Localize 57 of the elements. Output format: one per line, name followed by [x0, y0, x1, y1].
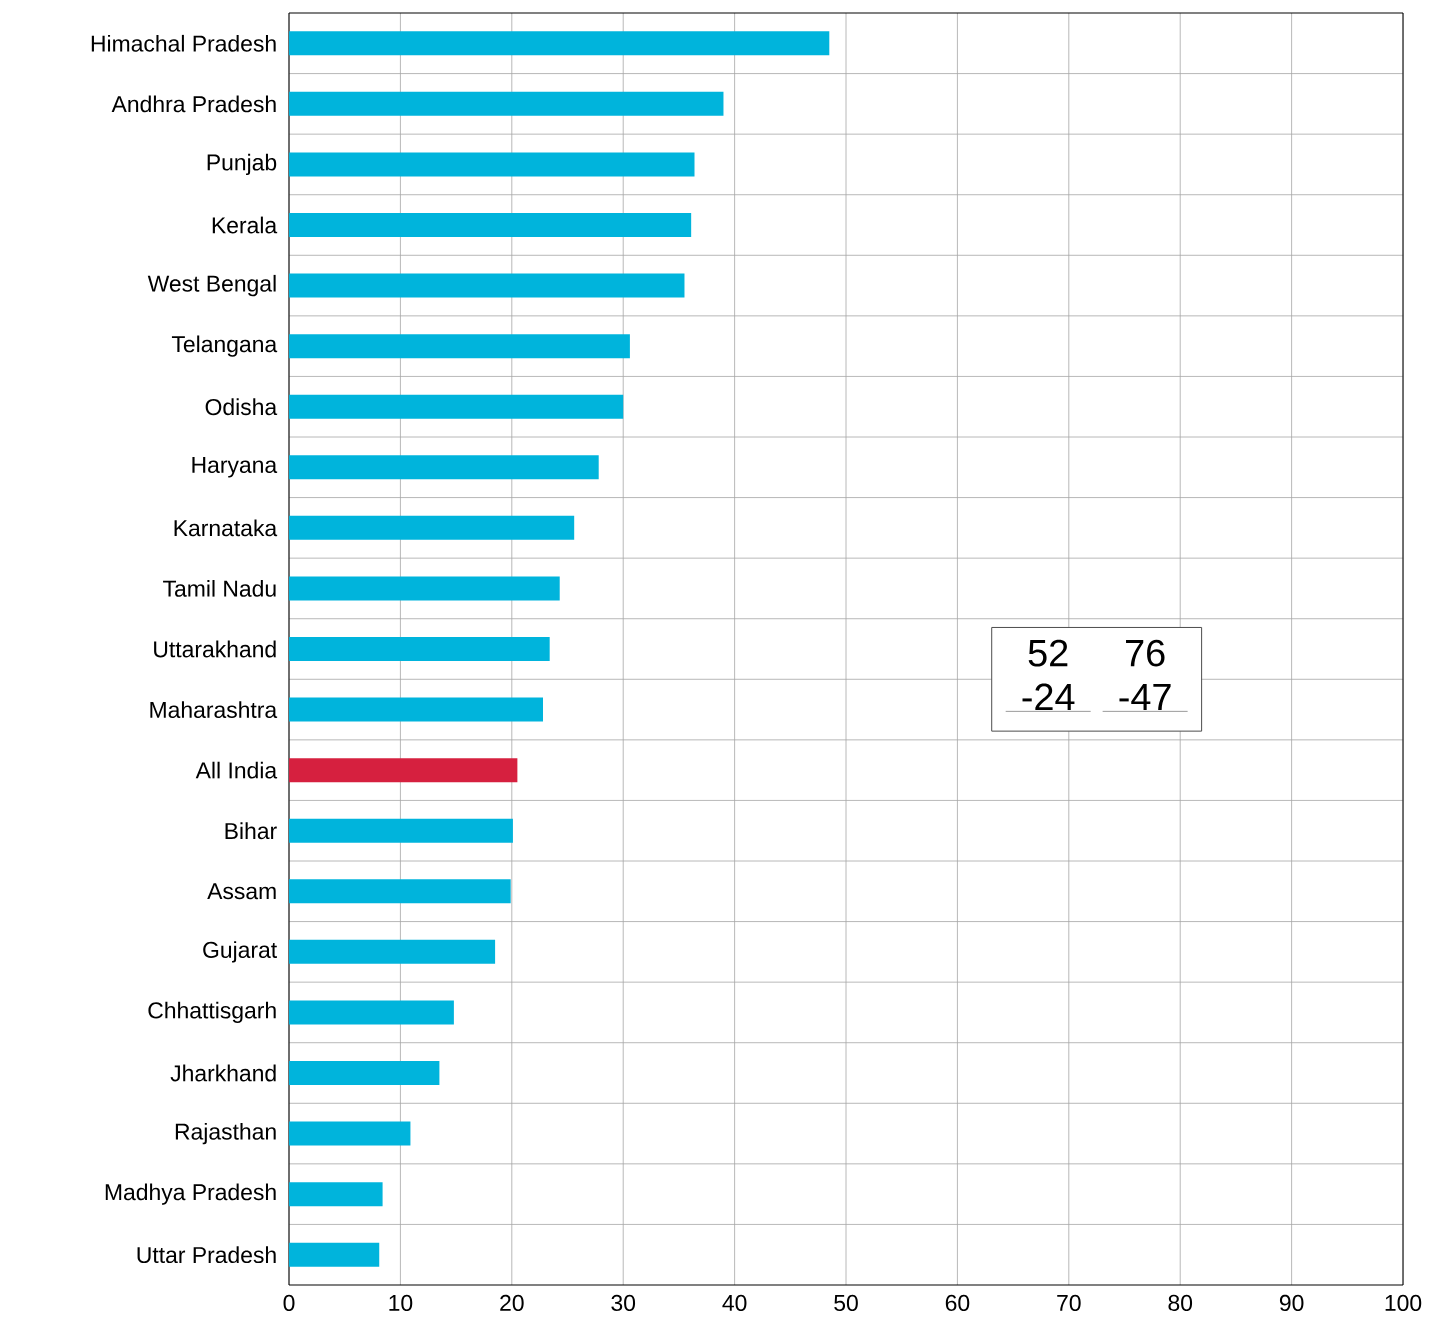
x-tick-label: 80	[1168, 1294, 1193, 1312]
bar	[289, 394, 624, 419]
bar	[289, 1000, 454, 1025]
bar	[289, 939, 496, 964]
bar	[289, 91, 724, 116]
y-tick-label: Uttar Pradesh	[137, 1246, 276, 1264]
y-tick-label: Bihar	[225, 822, 277, 840]
bar	[289, 273, 685, 298]
bar	[289, 1242, 380, 1267]
bar	[289, 758, 518, 783]
x-tick-label: 0	[283, 1294, 295, 1312]
annotation: 52	[1028, 639, 1068, 667]
bar	[289, 334, 630, 359]
y-tick-label: Karnataka	[174, 519, 278, 537]
bar	[289, 576, 560, 601]
bar	[289, 515, 575, 540]
x-tick-label: 40	[722, 1294, 747, 1312]
x-tick-label: 50	[834, 1294, 858, 1312]
y-tick-label: Telangana	[171, 335, 278, 357]
y-tick-label: Odisha	[205, 398, 278, 416]
x-tick-label: 90	[1279, 1294, 1304, 1312]
y-tick-label: All India	[195, 761, 278, 779]
y-tick-label: Haryana	[192, 457, 278, 478]
bar	[289, 637, 550, 662]
y-tick-label: Andhra Pradesh	[111, 95, 276, 113]
y-tick-label: Jharkhand	[170, 1064, 276, 1082]
bar	[289, 818, 513, 843]
y-tick-label: Rajasthan	[175, 1122, 276, 1145]
bar	[289, 1121, 411, 1146]
y-tick-label: West Bengal	[147, 274, 276, 297]
bar	[289, 31, 830, 56]
y-tick-label: Himachal Pradesh	[91, 34, 276, 52]
y-tick-label: Uttarakhand	[154, 640, 276, 658]
y-tick-label: Gujarat	[203, 941, 277, 963]
bar	[289, 152, 695, 177]
bar	[289, 455, 599, 480]
annotation: -47	[1119, 683, 1171, 710]
bar	[289, 1182, 383, 1207]
y-tick-label: Madhya Pradesh	[105, 1183, 276, 1205]
bar	[289, 1061, 440, 1085]
y-tick-label: Maharashtra	[150, 701, 278, 718]
x-tick-label: 20	[500, 1294, 524, 1312]
y-tick-label: Punjab	[207, 153, 277, 176]
x-tick-label: 70	[1057, 1294, 1081, 1312]
annotation: -24	[1022, 683, 1075, 710]
bar	[289, 213, 692, 238]
y-tick-label: Kerala	[212, 216, 278, 234]
x-tick-label: 100	[1385, 1294, 1422, 1312]
y-tick-label: Assam	[207, 883, 276, 900]
x-tick-label: 60	[945, 1294, 970, 1312]
bar	[289, 697, 543, 722]
bar	[289, 879, 511, 904]
y-tick-label: Tamil Nadu	[163, 580, 276, 597]
x-tick-label: 30	[611, 1294, 636, 1312]
y-tick-label: Chhattisgarh	[148, 1001, 276, 1024]
x-tick-label: 10	[389, 1294, 413, 1312]
annotation: 76	[1126, 639, 1165, 667]
